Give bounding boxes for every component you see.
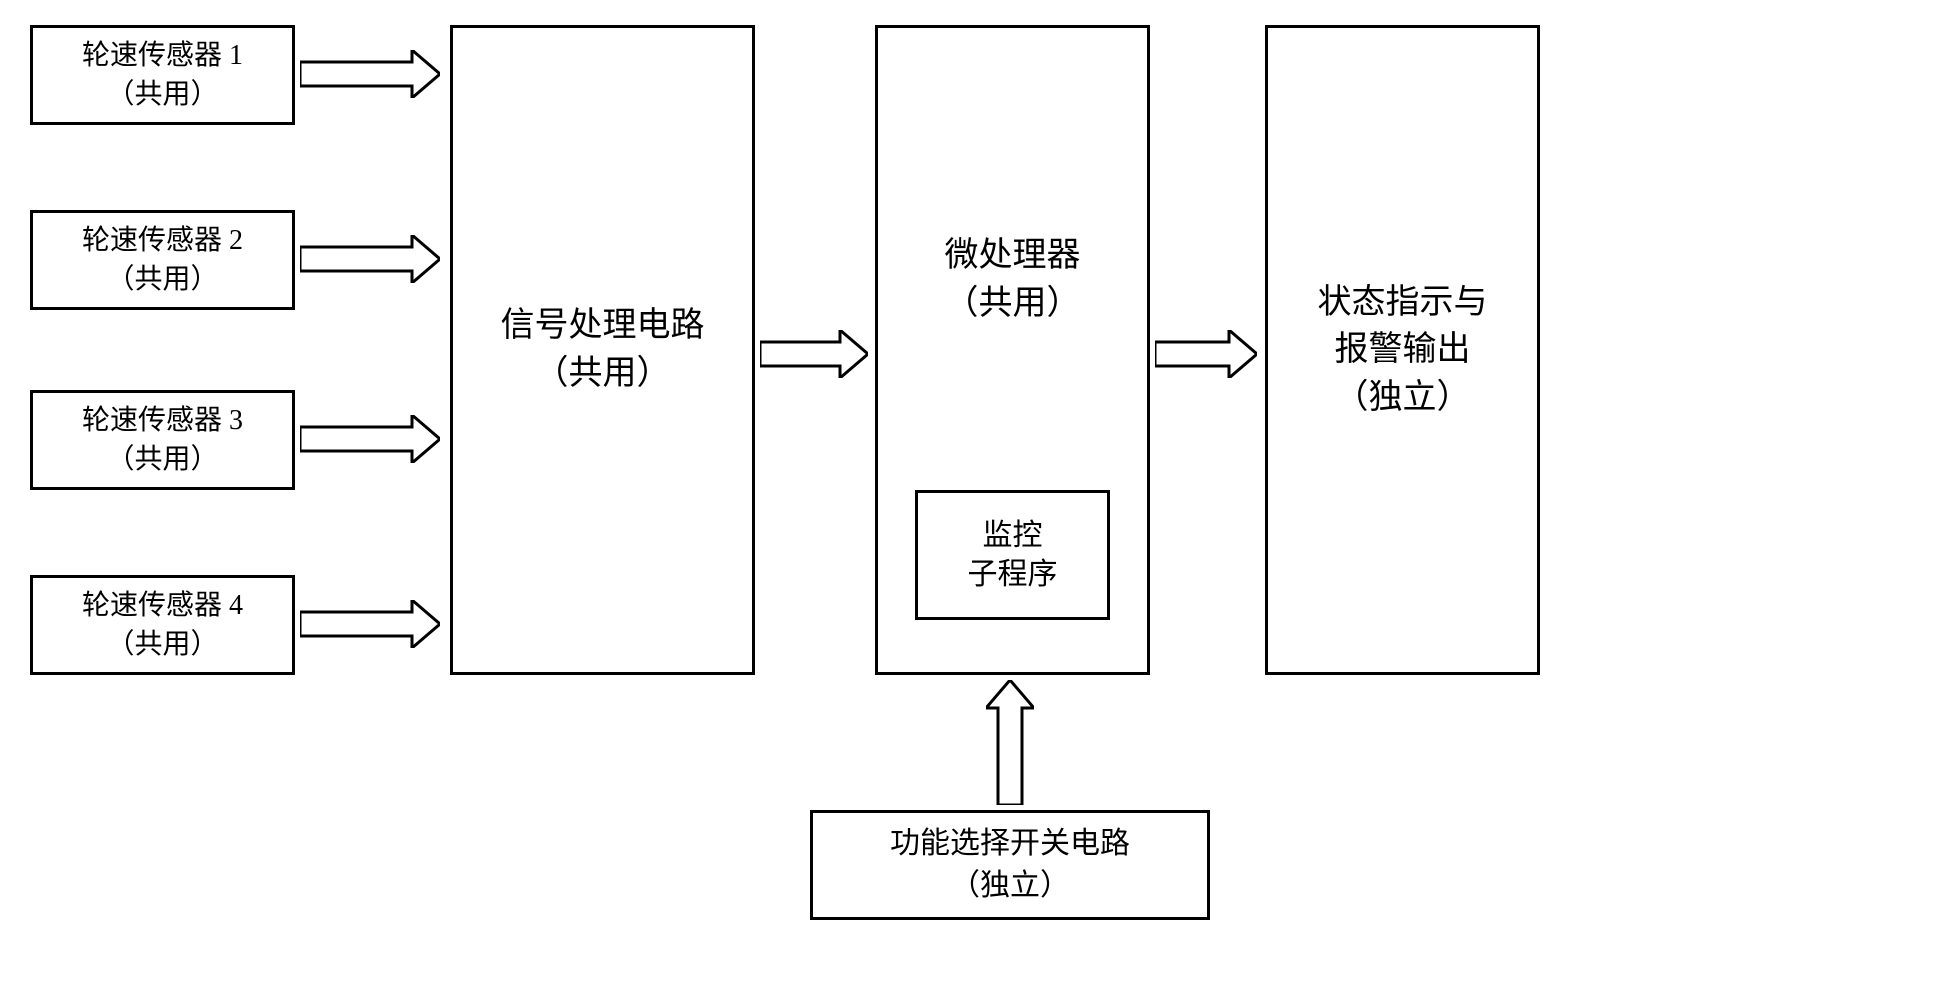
sensor-3-label-line2: （共用） bbox=[106, 440, 218, 479]
monitor-sub-line2: 子程序 bbox=[968, 555, 1058, 594]
sensor-2-box: 轮速传感器 2 （共用） bbox=[30, 210, 295, 310]
status-output-box: 状态指示与 报警输出 （独立） bbox=[1265, 25, 1540, 675]
sensor-2-label-line2: （共用） bbox=[106, 260, 218, 299]
monitor-sub-line1: 监控 bbox=[983, 516, 1043, 555]
arrow-sensor4 bbox=[300, 600, 440, 648]
sensor-2-label-line1: 轮速传感器 2 bbox=[82, 221, 243, 260]
micro-line1: 微处理器 bbox=[945, 232, 1081, 280]
sensor-1-label-line1: 轮速传感器 1 bbox=[82, 36, 243, 75]
arrow-micro-to-status bbox=[1155, 330, 1257, 378]
sensor-4-label-line1: 轮速传感器 4 bbox=[82, 586, 243, 625]
signal-processing-box: 信号处理电路 （共用） bbox=[450, 25, 755, 675]
arrow-sensor1 bbox=[300, 50, 440, 98]
arrow-sensor3 bbox=[300, 415, 440, 463]
status-line3: （独立） bbox=[1335, 374, 1471, 422]
arrow-func-to-micro bbox=[986, 680, 1034, 805]
monitor-subroutine-box: 监控 子程序 bbox=[915, 490, 1110, 620]
block-diagram: 轮速传感器 1 （共用） 轮速传感器 2 （共用） 轮速传感器 3 （共用） 轮… bbox=[20, 20, 1920, 980]
sensor-3-label-line1: 轮速传感器 3 bbox=[82, 401, 243, 440]
sensor-4-label-line2: （共用） bbox=[106, 625, 218, 664]
status-line1: 状态指示与 bbox=[1318, 279, 1488, 327]
sensor-1-label-line2: （共用） bbox=[106, 75, 218, 114]
arrow-sensor2 bbox=[300, 235, 440, 283]
sensor-3-box: 轮速传感器 3 （共用） bbox=[30, 390, 295, 490]
signal-proc-line1: 信号处理电路 bbox=[501, 302, 705, 350]
status-line2: 报警输出 bbox=[1335, 326, 1471, 374]
micro-line2: （共用） bbox=[945, 280, 1081, 328]
func-switch-line2: （独立） bbox=[950, 865, 1070, 907]
func-switch-line1: 功能选择开关电路 bbox=[890, 823, 1130, 865]
sensor-4-box: 轮速传感器 4 （共用） bbox=[30, 575, 295, 675]
arrow-proc-to-micro bbox=[760, 330, 868, 378]
signal-proc-line2: （共用） bbox=[535, 350, 671, 398]
function-switch-box: 功能选择开关电路 （独立） bbox=[810, 810, 1210, 920]
sensor-1-box: 轮速传感器 1 （共用） bbox=[30, 25, 295, 125]
